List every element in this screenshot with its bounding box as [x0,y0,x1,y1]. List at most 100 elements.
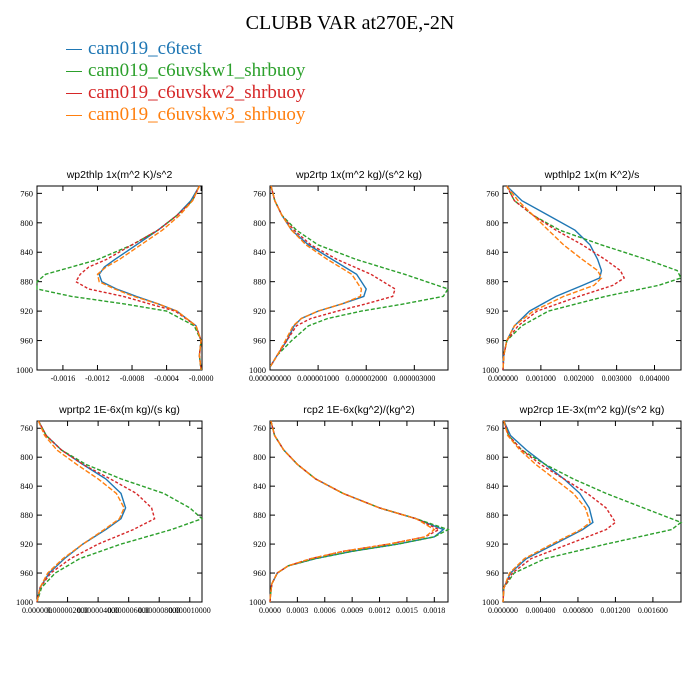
panel-title: rcp2 1E-6x(kg^2)/(kg^2) [303,404,414,416]
panel-title: wp2thlp 1x(m^2 K)/s^2 [66,169,173,181]
chart-panel: wprtp2 1E-6x(m kg)/(s kg) 760 800 840 880 920… [16,404,211,615]
series-line [502,185,682,371]
y-tick-label: 800 [486,218,499,228]
legend-item: cam019_c6uvskw2_shrbuoy [66,82,305,104]
x-tick-label: 0.000400 [525,606,555,615]
y-tick-label: 920 [20,539,33,549]
series-line [36,420,204,603]
x-tick-label: 0.000006000 [108,606,150,615]
y-tick-label: 960 [486,336,499,346]
chart-panel: wpthlp2 1x(m K^2)/s 760 800 840 880 920 960 100… [482,169,682,383]
x-tick-label: 0.001600 [638,606,668,615]
x-tick-label: 0.0015 [396,606,418,615]
series-line [96,185,202,371]
y-tick-label: 1000 [16,365,33,375]
chart-panel: wp2rcp 1E-3x(m^2 kg)/(s^2 kg) 760 800 840 88… [482,404,683,615]
y-tick-label: 1000 [249,365,266,375]
series-line [502,420,617,603]
y-tick-label: 1000 [249,597,266,607]
x-tick-label: -0.0004 [154,374,179,383]
series-line [36,420,156,603]
x-tick-label: 0.003000 [602,374,632,383]
x-tick-label: -0.0000 [189,374,214,383]
panel-title: wprtp2 1E-6x(m kg)/(s kg) [58,404,180,416]
legend-item: cam019_c6uvskw3_shrbuoy [66,104,305,126]
x-tick-label: 0.000003000 [393,374,435,383]
x-tick-label: 0.0003 [286,606,308,615]
x-tick-label: 0.000000000 [249,374,291,383]
y-tick-label: 840 [20,247,33,257]
y-tick-label: 840 [486,481,499,491]
chart-panel: wp2thlp 1x(m^2 K)/s^2 760 800 840 880 920 960 1… [16,169,213,383]
y-tick-label: 760 [253,188,266,198]
y-tick-label: 1000 [482,365,499,375]
x-tick-label: 0.0000 [259,606,281,615]
x-tick-label: 0.000800 [563,606,593,615]
y-tick-label: 880 [20,277,33,287]
series-line [502,185,603,371]
series-line [502,420,594,603]
x-tick-label: 0.0009 [341,606,363,615]
y-tick-label: 760 [486,188,499,198]
legend-swatch [66,48,82,50]
chart-panel: wp2rtp 1x(m^2 kg)/(s^2 kg) 760 800 840 880 92… [249,169,450,383]
y-tick-label: 920 [486,539,499,549]
y-tick-label: 1000 [482,597,499,607]
y-tick-label: 760 [20,188,33,198]
y-tick-label: 920 [253,306,266,316]
series-line [269,420,450,603]
y-tick-label: 840 [20,481,33,491]
panel-frame [269,420,449,603]
y-tick-label: 880 [20,510,33,520]
x-tick-label: 0.000000 [22,606,52,615]
panel-frame [502,185,682,371]
x-tick-label: -0.0008 [120,374,145,383]
legend: cam019_c6test cam019_c6uvskw1_shrbuoy ca… [66,38,305,126]
x-tick-label: 0.004000 [639,374,669,383]
y-tick-label: 760 [20,423,33,433]
series-line [269,420,445,603]
series-line [269,185,396,367]
y-tick-label: 920 [253,539,266,549]
panel-title: wpthlp2 1x(m K^2)/s [544,169,640,181]
y-tick-label: 880 [486,277,499,287]
y-tick-label: 960 [253,336,266,346]
y-tick-label: 800 [20,452,33,462]
x-tick-label: 0.000002000 [47,606,89,615]
legend-item: cam019_c6test [66,38,305,60]
x-tick-label: 0.000004000 [77,606,119,615]
y-tick-label: 960 [486,568,499,578]
legend-label: cam019_c6uvskw1_shrbuoy [88,60,306,81]
y-tick-label: 880 [486,510,499,520]
series-line [269,185,367,367]
x-tick-label: 0.000008000 [138,606,180,615]
legend-label: cam019_c6test [88,38,202,59]
legend-swatch [66,70,82,72]
y-tick-label: 840 [253,247,266,257]
series-line [502,185,603,371]
series-line [502,185,626,371]
y-tick-label: 920 [486,306,499,316]
series-line [502,420,591,603]
x-tick-label: 0.000000 [488,606,518,615]
series-line [98,185,202,371]
legend-label: cam019_c6uvskw3_shrbuoy [88,104,306,125]
y-tick-label: 880 [253,510,266,520]
x-tick-label: 0.000000 [488,374,518,383]
panel-frame [269,185,449,371]
y-tick-label: 960 [253,568,266,578]
x-tick-label: 0.000002000 [345,374,387,383]
series-line [269,185,450,367]
y-tick-label: 760 [253,423,266,433]
x-tick-label: -0.0016 [51,374,76,383]
series-line [269,420,441,603]
y-tick-label: 840 [486,247,499,257]
series-line [74,185,202,371]
series-line [269,185,363,367]
panel-frame [36,185,203,371]
x-tick-label: -0.0012 [85,374,110,383]
y-tick-label: 800 [486,452,499,462]
x-tick-label: 0.0012 [369,606,391,615]
y-tick-label: 920 [20,306,33,316]
